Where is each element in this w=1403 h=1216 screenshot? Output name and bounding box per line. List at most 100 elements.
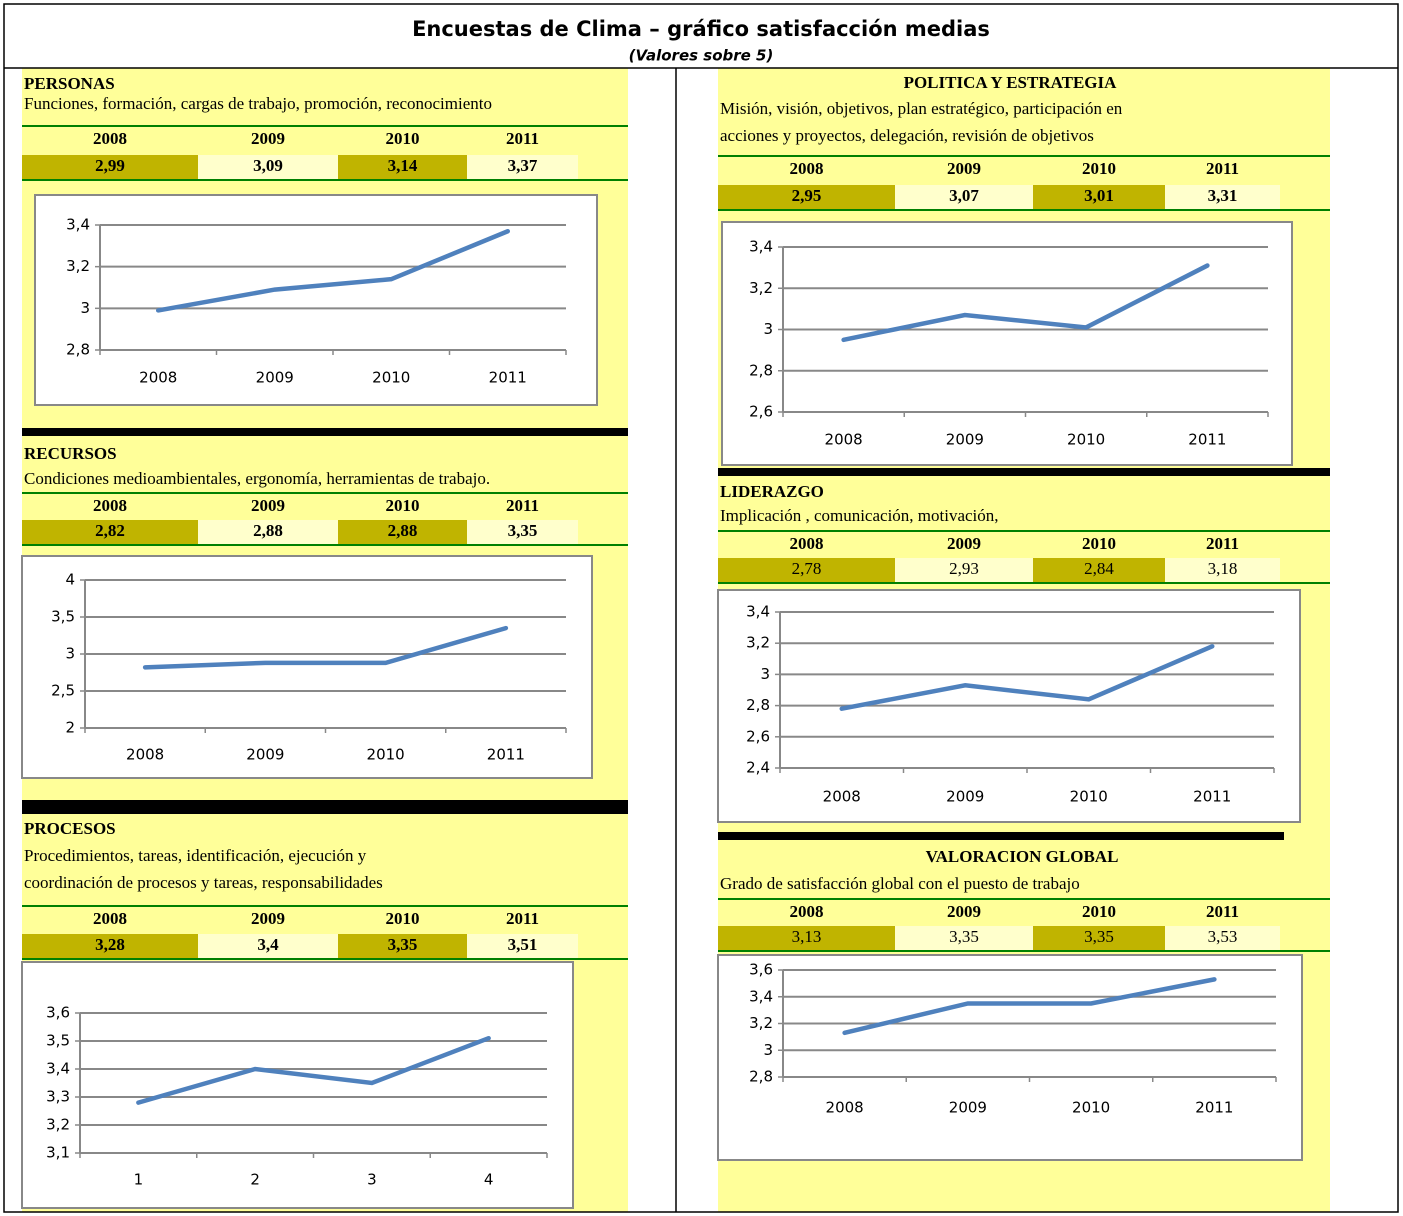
section-heading: LIDERAZGO: [720, 482, 824, 501]
value-cell: [1033, 558, 1165, 582]
x-tick-label: 2009: [246, 746, 284, 764]
y-tick-label: 3,5: [51, 608, 75, 626]
x-tick-label: 2011: [489, 369, 527, 387]
value-cell: [1033, 926, 1165, 950]
table-value: 3,35: [508, 521, 538, 540]
y-tick-label: 3,6: [749, 961, 773, 979]
value-cell: [718, 926, 895, 950]
table-header: 2011: [1206, 902, 1239, 921]
table-value: 3,51: [508, 935, 538, 954]
table-value: 3,35: [388, 935, 418, 954]
table-header: 2009: [251, 129, 285, 148]
table-header: 2011: [506, 129, 539, 148]
y-tick-label: 4: [65, 571, 75, 589]
x-tick-label: 2009: [256, 369, 294, 387]
section-heading: PROCESOS: [24, 819, 116, 838]
table-header: 2009: [251, 909, 285, 928]
table-value: 3,13: [792, 927, 822, 946]
value-cell: [467, 155, 578, 179]
table-value: 3,28: [95, 935, 125, 954]
value-cell: [1165, 926, 1280, 950]
value-cell: [895, 926, 1033, 950]
x-tick-label: 2011: [1195, 1099, 1233, 1117]
y-tick-label: 3: [763, 1041, 773, 1059]
section-description: Misión, visión, objetivos, plan estratég…: [720, 99, 1123, 118]
section-heading: RECURSOS: [24, 444, 117, 463]
x-tick-label: 2008: [823, 788, 861, 806]
data-line: [841, 263, 1210, 343]
y-tick-label: 3,3: [46, 1088, 70, 1106]
y-tick-label: 3: [80, 299, 90, 317]
table-header: 2010: [386, 909, 420, 928]
y-tick-label: 3,1: [46, 1144, 70, 1162]
data-line: [839, 644, 1215, 711]
table-value: 2,95: [792, 186, 822, 205]
x-tick-label: 2010: [1070, 788, 1108, 806]
value-cell: [22, 934, 198, 958]
chart-box: [34, 194, 598, 406]
y-tick-label: 2,4: [746, 759, 770, 777]
y-tick-label: 3,2: [66, 257, 90, 275]
table-value: 2,88: [253, 521, 283, 540]
x-tick-label: 2011: [487, 746, 525, 764]
x-tick-label: 2: [250, 1171, 260, 1189]
table-header: 2008: [790, 902, 824, 921]
table-header: 2010: [1082, 159, 1116, 178]
y-tick-label: 3: [760, 665, 770, 683]
section-separator: [22, 428, 628, 436]
data-line: [136, 1035, 491, 1105]
chart-box: [721, 221, 1293, 466]
table-value: 3,31: [1208, 186, 1238, 205]
value-cell: [198, 520, 338, 544]
table-value: 2,93: [949, 559, 979, 578]
value-cell: [198, 934, 338, 958]
y-tick-label: 3,2: [46, 1116, 70, 1134]
value-cell: [198, 155, 338, 179]
y-tick-label: 2,8: [749, 361, 773, 379]
table-value: 3,09: [253, 156, 283, 175]
x-tick-label: 4: [484, 1171, 494, 1189]
y-tick-label: 2,6: [749, 403, 773, 421]
table-header: 2009: [947, 534, 981, 553]
page-title: Encuestas de Clima – gráfico satisfacció…: [412, 17, 990, 41]
value-cell: [895, 558, 1033, 582]
y-tick-label: 2,8: [66, 341, 90, 359]
table-header: 2010: [1082, 902, 1116, 921]
x-tick-label: 2010: [367, 746, 405, 764]
y-tick-label: 3,2: [746, 634, 770, 652]
y-tick-label: 3,2: [749, 279, 773, 297]
section-description: Grado de satisfacción global con el pues…: [720, 874, 1080, 893]
table-value: 3,35: [949, 927, 979, 946]
chart-box: [21, 961, 574, 1209]
data-line: [842, 977, 1217, 1036]
table-value: 3,4: [257, 935, 279, 954]
table-header: 2011: [1206, 159, 1239, 178]
table-header: 2008: [93, 129, 127, 148]
data-line: [156, 229, 510, 313]
table-header: 2010: [1082, 534, 1116, 553]
table-header: 2011: [506, 496, 539, 515]
section-heading: PERSONAS: [24, 74, 115, 93]
section-description: Implicación , comunicación, motivación,: [720, 506, 999, 525]
value-cell: [338, 934, 467, 958]
x-tick-label: 2011: [1188, 431, 1226, 449]
table-value: 3,18: [1208, 559, 1238, 578]
value-cell: [338, 155, 467, 179]
table-value: 2,78: [792, 559, 822, 578]
section-heading: VALORACION GLOBAL: [926, 847, 1119, 866]
table-value: 3,01: [1084, 186, 1114, 205]
x-tick-label: 2008: [139, 369, 177, 387]
value-cell: [1165, 558, 1280, 582]
value-cell: [467, 520, 578, 544]
y-tick-label: 2,8: [746, 696, 770, 714]
table-value: 2,99: [95, 156, 125, 175]
section-description: Condiciones medioambientales, ergonomía,…: [24, 469, 490, 488]
table-header: 2008: [790, 534, 824, 553]
section-separator: [718, 832, 1284, 840]
table-header: 2010: [386, 496, 420, 515]
value-cell: [718, 558, 895, 582]
table-header: 2011: [1206, 534, 1239, 553]
table-header: 2008: [790, 159, 824, 178]
table-value: 3,35: [1084, 927, 1114, 946]
